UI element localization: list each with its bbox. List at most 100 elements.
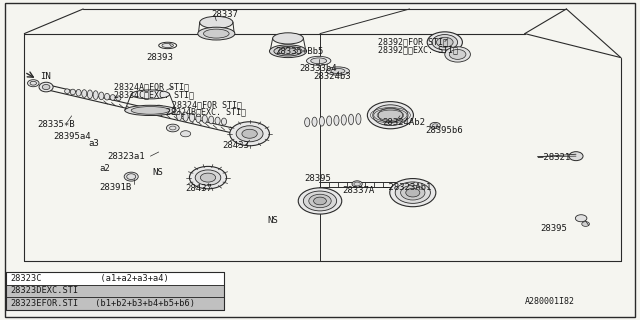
Ellipse shape <box>430 123 440 129</box>
Ellipse shape <box>307 56 331 65</box>
Text: 28323C: 28323C <box>10 274 42 283</box>
Ellipse shape <box>131 107 170 114</box>
Ellipse shape <box>305 118 310 127</box>
Ellipse shape <box>242 129 257 138</box>
Text: 28324Ab2: 28324Ab2 <box>383 118 426 127</box>
Ellipse shape <box>230 122 269 146</box>
Text: (a1+a2+a3+a4): (a1+a2+a3+a4) <box>90 274 168 283</box>
Ellipse shape <box>125 105 176 116</box>
Text: 28335∗B: 28335∗B <box>37 120 75 129</box>
Text: 28395: 28395 <box>304 174 331 183</box>
Text: 28395a4: 28395a4 <box>53 132 91 140</box>
Bar <box>6 297 224 310</box>
Text: 28395: 28395 <box>541 224 568 233</box>
Text: 28395b6: 28395b6 <box>426 126 463 135</box>
Ellipse shape <box>401 185 425 200</box>
Ellipse shape <box>326 116 332 126</box>
Ellipse shape <box>273 33 303 44</box>
Ellipse shape <box>104 93 109 100</box>
Ellipse shape <box>269 45 307 58</box>
Ellipse shape <box>204 29 229 38</box>
Ellipse shape <box>319 116 324 126</box>
Ellipse shape <box>367 102 413 129</box>
Text: 28335∗Bb5: 28335∗Bb5 <box>275 47 324 56</box>
Text: 28324C（EXC. STI）: 28324C（EXC. STI） <box>114 90 194 99</box>
Ellipse shape <box>575 215 587 222</box>
Text: NS: NS <box>268 216 278 225</box>
Ellipse shape <box>274 46 302 56</box>
Ellipse shape <box>378 108 403 123</box>
Text: 28324B（EXC. STI）: 28324B（EXC. STI） <box>166 108 246 116</box>
Ellipse shape <box>372 105 408 126</box>
Ellipse shape <box>189 113 195 122</box>
Ellipse shape <box>334 116 339 125</box>
Ellipse shape <box>352 181 362 187</box>
Text: —28321: —28321 <box>538 153 570 162</box>
Ellipse shape <box>131 90 170 99</box>
Ellipse shape <box>180 131 191 137</box>
Ellipse shape <box>396 182 431 204</box>
Ellipse shape <box>183 112 188 121</box>
Text: 28323DEXC.STI: 28323DEXC.STI <box>10 286 79 295</box>
Text: 28391B: 28391B <box>99 183 131 192</box>
Ellipse shape <box>166 124 179 132</box>
Ellipse shape <box>82 90 87 97</box>
Bar <box>6 272 224 284</box>
Ellipse shape <box>278 48 298 55</box>
Ellipse shape <box>449 50 466 60</box>
Text: 28324（FOR STI）: 28324（FOR STI） <box>172 100 241 109</box>
Ellipse shape <box>298 188 342 214</box>
Bar <box>6 284 224 297</box>
Ellipse shape <box>195 170 221 185</box>
Ellipse shape <box>189 166 227 189</box>
Ellipse shape <box>209 116 214 124</box>
Ellipse shape <box>445 47 470 62</box>
Ellipse shape <box>406 188 420 197</box>
Text: a3: a3 <box>88 139 99 148</box>
Ellipse shape <box>198 27 235 40</box>
Ellipse shape <box>76 89 81 96</box>
Ellipse shape <box>39 82 53 92</box>
Ellipse shape <box>215 117 220 124</box>
Text: 28323a1: 28323a1 <box>108 152 145 161</box>
Ellipse shape <box>116 96 121 100</box>
Ellipse shape <box>314 197 326 205</box>
Ellipse shape <box>356 114 361 124</box>
Text: 28333b4: 28333b4 <box>300 64 337 73</box>
Text: 28392Ⅰ（EXC. STI）: 28392Ⅰ（EXC. STI） <box>378 45 458 54</box>
Ellipse shape <box>221 118 227 125</box>
Ellipse shape <box>70 89 76 95</box>
Ellipse shape <box>110 95 115 100</box>
Ellipse shape <box>177 111 182 121</box>
Ellipse shape <box>28 80 39 87</box>
Text: 28437: 28437 <box>186 184 212 193</box>
Ellipse shape <box>200 16 233 28</box>
Text: —28323Ab1: —28323Ab1 <box>383 183 431 192</box>
Ellipse shape <box>311 58 327 64</box>
Ellipse shape <box>88 90 93 99</box>
Bar <box>6 272 224 310</box>
Text: 28433: 28433 <box>223 141 250 150</box>
Ellipse shape <box>162 44 173 48</box>
Ellipse shape <box>309 194 332 208</box>
Ellipse shape <box>99 92 104 100</box>
Ellipse shape <box>432 35 458 50</box>
Ellipse shape <box>303 191 337 211</box>
Text: (b1+b2+b3+b4+b5+b6): (b1+b2+b3+b4+b5+b6) <box>90 299 195 308</box>
Ellipse shape <box>569 152 583 161</box>
Ellipse shape <box>124 172 138 181</box>
Ellipse shape <box>42 84 50 90</box>
Text: 28337A: 28337A <box>342 186 374 195</box>
Text: 28323EFOR.STI: 28323EFOR.STI <box>10 299 79 308</box>
Text: 28324b3: 28324b3 <box>314 72 351 81</box>
Ellipse shape <box>341 115 346 125</box>
Text: A280001I82: A280001I82 <box>525 297 575 306</box>
Ellipse shape <box>312 117 317 126</box>
Ellipse shape <box>582 221 589 227</box>
Ellipse shape <box>331 68 345 74</box>
Ellipse shape <box>200 173 216 182</box>
Text: NS: NS <box>152 168 163 177</box>
Text: a2: a2 <box>99 164 110 173</box>
Ellipse shape <box>390 179 436 207</box>
Ellipse shape <box>326 67 349 75</box>
